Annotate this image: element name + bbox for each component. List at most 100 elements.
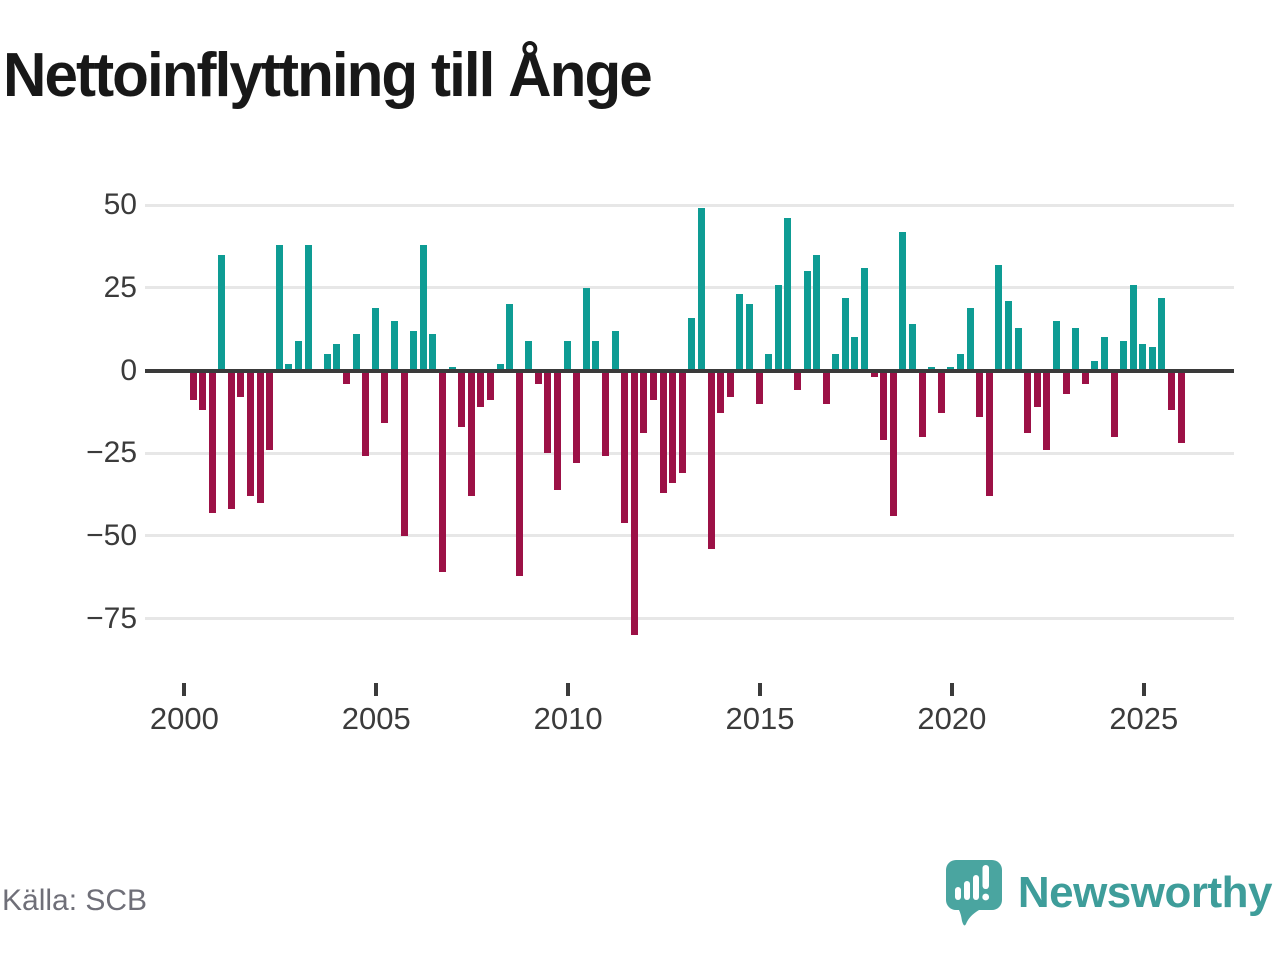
bar-2021-Q1 xyxy=(995,264,1003,371)
y-tick-label-25: 25 xyxy=(103,270,137,304)
y-tick-label-50: 50 xyxy=(103,188,137,222)
bar-2012-Q3 xyxy=(669,370,677,483)
bar-2004-Q3 xyxy=(362,370,370,457)
x-tick-label-2010: 2010 xyxy=(533,701,603,736)
bar-2022-Q4 xyxy=(1062,370,1070,394)
bar-2013-Q3 xyxy=(707,370,715,550)
bar-2007-Q2 xyxy=(467,370,475,497)
bar-2007-Q4 xyxy=(486,370,494,401)
bar-2000-Q4 xyxy=(218,254,226,371)
bar-2024-Q4 xyxy=(1139,344,1147,371)
bar-2000-Q1 xyxy=(189,370,197,401)
bar-2016-Q4 xyxy=(832,353,840,371)
bar-2022-Q1 xyxy=(1033,370,1041,407)
bar-2017-Q3 xyxy=(861,267,869,371)
newsworthy-logo-icon xyxy=(945,860,1002,926)
bar-2017-Q2 xyxy=(851,337,859,371)
bar-2003-Q4 xyxy=(333,344,341,371)
x-tick-2005 xyxy=(374,683,379,696)
gridline--75 xyxy=(145,617,1234,620)
zero-baseline xyxy=(145,368,1234,373)
bar-2025-Q1 xyxy=(1148,347,1156,371)
bar-2001-Q3 xyxy=(247,370,255,497)
y-tick-label--75: −75 xyxy=(86,601,137,635)
x-tick-2010 xyxy=(566,683,571,696)
bar-2010-Q2 xyxy=(582,287,590,371)
bar-2004-Q2 xyxy=(352,334,360,371)
y-tick-label--50: −50 xyxy=(86,518,137,552)
bar-2001-Q2 xyxy=(237,370,245,397)
bar-2009-Q1 xyxy=(534,370,542,384)
x-tick-label-2015: 2015 xyxy=(725,701,795,736)
x-tick-label-2020: 2020 xyxy=(917,701,987,736)
y-tick-label--25: −25 xyxy=(86,436,137,470)
bar-2008-Q2 xyxy=(506,304,514,371)
bar-2009-Q2 xyxy=(544,370,552,454)
bar-2020-Q4 xyxy=(985,370,993,497)
bar-2018-Q3 xyxy=(899,231,907,371)
bar-2015-Q2 xyxy=(774,284,782,371)
bar-2002-Q2 xyxy=(275,244,283,371)
bar-2002-Q1 xyxy=(266,370,274,450)
bar-2020-Q2 xyxy=(966,307,974,371)
bar-2022-Q2 xyxy=(1043,370,1051,450)
bar-2009-Q4 xyxy=(563,340,571,371)
bar-2016-Q3 xyxy=(822,370,830,404)
bar-2024-Q1 xyxy=(1110,370,1118,437)
bar-2005-Q4 xyxy=(410,330,418,371)
bar-2019-Q3 xyxy=(937,370,945,414)
bar-2020-Q3 xyxy=(976,370,984,417)
bar-2019-Q1 xyxy=(918,370,926,437)
bar-2023-Q1 xyxy=(1072,327,1080,371)
bar-2014-Q1 xyxy=(726,370,734,397)
bar-2011-Q1 xyxy=(611,330,619,371)
bar-2014-Q2 xyxy=(736,294,744,371)
bar-2012-Q1 xyxy=(650,370,657,401)
x-tick-2015 xyxy=(758,683,763,696)
bar-2014-Q4 xyxy=(755,370,763,404)
bar-2011-Q4 xyxy=(640,370,648,434)
bar-2002-Q4 xyxy=(295,340,303,371)
bar-2015-Q4 xyxy=(793,370,801,391)
bar-2003-Q3 xyxy=(323,353,331,371)
bar-2007-Q1 xyxy=(458,370,466,427)
bar-2004-Q4 xyxy=(371,307,379,371)
bar-2003-Q1 xyxy=(304,244,312,371)
bar-2010-Q4 xyxy=(602,370,610,457)
gridline-25 xyxy=(145,286,1234,290)
x-tick-label-2025: 2025 xyxy=(1109,701,1179,736)
bar-2025-Q2 xyxy=(1158,297,1166,371)
gridline--25 xyxy=(145,451,1234,455)
bar-2011-Q3 xyxy=(630,370,638,636)
bar-2020-Q1 xyxy=(957,353,965,371)
bar-2008-Q3 xyxy=(515,370,523,576)
x-tick-2025 xyxy=(1141,683,1146,696)
bar-2015-Q1 xyxy=(765,353,773,371)
bar-2014-Q3 xyxy=(745,304,753,371)
logo-bar-medium xyxy=(963,881,970,900)
bar-2006-Q1 xyxy=(419,244,427,371)
bar-2004-Q1 xyxy=(343,370,350,384)
logo-exclamation-dot xyxy=(982,893,989,901)
brand-name: Newsworthy xyxy=(1017,868,1273,917)
bar-2018-Q2 xyxy=(889,370,897,516)
bar-2025-Q4 xyxy=(1177,370,1185,444)
logo-exclamation-stem xyxy=(982,865,989,889)
bar-2005-Q3 xyxy=(400,370,408,536)
bar-2000-Q3 xyxy=(208,370,216,513)
bar-2017-Q4 xyxy=(870,370,878,378)
bar-2008-Q4 xyxy=(525,340,533,371)
bar-2001-Q1 xyxy=(227,370,235,510)
logo-bar-tall xyxy=(972,875,979,900)
bar-2018-Q1 xyxy=(880,370,888,440)
bar-2010-Q1 xyxy=(573,370,581,464)
x-tick-label-2005: 2005 xyxy=(341,701,411,736)
bar-2022-Q3 xyxy=(1052,320,1060,371)
bar-2023-Q4 xyxy=(1100,337,1108,371)
x-tick-2020 xyxy=(949,683,954,696)
bar-2007-Q3 xyxy=(477,370,485,407)
bar-2000-Q2 xyxy=(199,370,207,411)
bar-2001-Q4 xyxy=(256,370,264,503)
